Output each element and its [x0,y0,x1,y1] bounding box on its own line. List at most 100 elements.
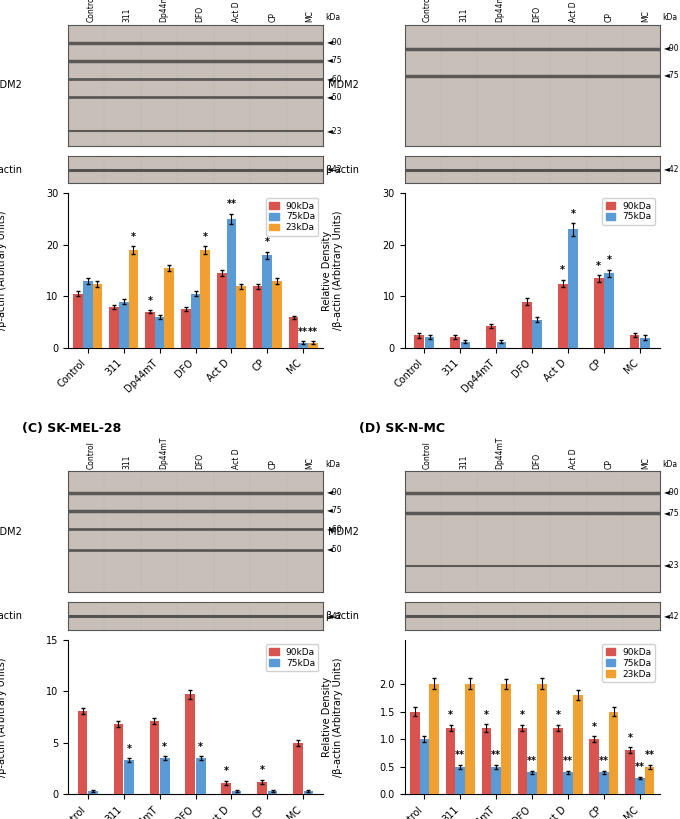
Bar [609,712,619,794]
Bar [190,294,201,348]
Bar [554,728,563,794]
Text: *: * [596,260,601,271]
Bar [590,740,599,794]
Bar [232,791,241,794]
Text: MC: MC [641,11,650,22]
Bar [492,767,501,794]
Legend: 90kDa, 75kDa, 23kDa: 90kDa, 75kDa, 23kDa [602,645,655,682]
Text: β-actin: β-actin [0,611,22,621]
Bar [460,342,471,348]
Bar [293,743,303,794]
Legend: 90kDa, 75kDa, 23kDa: 90kDa, 75kDa, 23kDa [266,198,318,236]
Bar [532,319,542,348]
Text: MDM2: MDM2 [0,80,22,90]
Text: ◄90: ◄90 [327,38,343,48]
Bar [160,758,169,794]
Bar [165,268,174,348]
Text: *: * [592,722,597,732]
Y-axis label: Relative Density
/β-actin (Arbitrary Units): Relative Density /β-actin (Arbitrary Uni… [322,211,343,330]
Bar [527,772,537,794]
Text: kDa: kDa [326,459,341,468]
Text: ◄50: ◄50 [327,93,343,102]
Text: kDa: kDa [326,13,341,22]
Text: *: * [224,767,228,776]
Text: DFO: DFO [196,452,205,468]
Bar [217,274,226,348]
Text: MC: MC [305,11,313,22]
Bar [425,337,435,348]
Text: *: * [265,237,270,247]
Text: 311: 311 [459,7,469,22]
Text: Act D: Act D [568,448,577,468]
Text: MDM2: MDM2 [328,527,358,536]
Bar [78,711,88,794]
Text: ◄42: ◄42 [664,612,679,621]
Bar [568,229,578,348]
Text: **: ** [491,750,501,760]
Bar [289,317,299,348]
Bar [186,695,195,794]
Bar [83,281,92,348]
Text: Control: Control [86,441,95,468]
Bar [253,286,262,348]
Bar [196,758,205,794]
Text: ◄75: ◄75 [327,57,343,66]
Text: 311: 311 [122,7,132,22]
Text: Control: Control [423,441,432,468]
Bar [645,767,654,794]
Bar [410,712,420,794]
Text: (C) SK-MEL-28: (C) SK-MEL-28 [22,422,121,435]
Bar [88,791,98,794]
Bar [303,791,313,794]
Text: Control: Control [86,0,95,22]
Text: Act D: Act D [232,448,241,468]
Bar [445,728,456,794]
Text: CP: CP [269,12,277,22]
Text: **: ** [308,327,318,337]
Text: **: ** [456,750,465,760]
Text: ◄23: ◄23 [664,561,679,570]
Text: ◄75: ◄75 [327,506,343,515]
Bar [155,317,165,348]
Bar [456,767,465,794]
Bar [262,256,272,348]
Text: β-actin: β-actin [324,611,358,621]
Bar [73,294,83,348]
Bar [92,283,102,348]
Text: *: * [203,232,207,242]
Text: **: ** [645,750,655,760]
Bar [414,335,424,348]
Text: ◄23: ◄23 [327,127,343,136]
Text: ◄60: ◄60 [327,75,343,84]
Bar [558,283,568,348]
Text: MC: MC [641,457,650,468]
Text: 311: 311 [122,455,132,468]
Text: MC: MC [305,457,313,468]
Text: β-actin: β-actin [0,165,22,174]
Text: CP: CP [605,12,614,22]
Bar [563,772,573,794]
Text: **: ** [527,756,537,766]
Text: CP: CP [269,459,277,468]
Bar [119,301,129,348]
Bar [226,219,236,348]
Text: Control: Control [423,0,432,22]
Bar [635,778,645,794]
Text: ◄90: ◄90 [327,488,343,497]
Bar [272,281,282,348]
Text: ◄90: ◄90 [664,44,679,53]
Bar [124,760,134,794]
Bar [236,286,246,348]
Text: ◄50: ◄50 [327,545,343,554]
Bar [150,722,159,794]
Text: *: * [131,232,136,242]
Text: kDa: kDa [662,13,677,22]
Text: *: * [148,296,152,305]
Text: *: * [571,209,576,219]
Bar [201,250,210,348]
Text: Act D: Act D [568,2,577,22]
Text: Dp44mT: Dp44mT [159,436,168,468]
Y-axis label: Relative Density
/β-actin (Arbitrary Units): Relative Density /β-actin (Arbitrary Uni… [322,658,343,777]
Bar [501,684,511,794]
Text: *: * [520,710,525,720]
